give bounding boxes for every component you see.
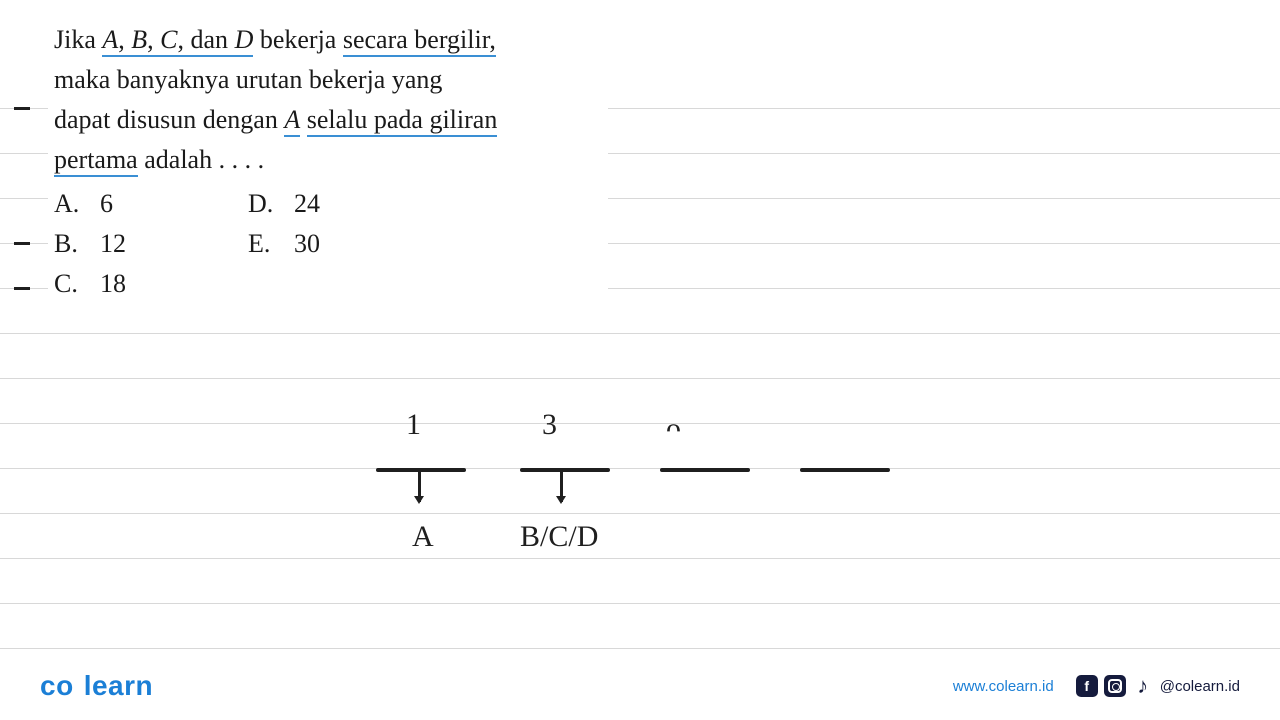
- option-letter: E.: [248, 224, 276, 264]
- option-c: C. 18: [54, 264, 126, 304]
- handwritten-number-1: 1: [406, 408, 421, 442]
- option-value: 12: [100, 224, 126, 264]
- option-letter: B.: [54, 224, 82, 264]
- option-b: B. 12: [54, 224, 126, 264]
- footer-right: www.colearn.id f ♪ @colearn.id: [953, 675, 1240, 697]
- options-left-column: A. 6 B. 12 C. 18: [54, 184, 126, 304]
- handwritten-label-bcd: B/C/D: [520, 520, 598, 554]
- handwritten-slot-3: [660, 468, 750, 472]
- option-letter: C.: [54, 264, 82, 304]
- handwritten-arrow-1: [418, 472, 421, 502]
- logo-co: co: [40, 670, 74, 701]
- colearn-logo: colearn: [40, 670, 153, 702]
- handwritten-extra-mark: ᴖ: [666, 412, 681, 446]
- social-block: f ♪ @colearn.id: [1076, 675, 1240, 697]
- site-url[interactable]: www.colearn.id: [953, 678, 1054, 695]
- option-value: 6: [100, 184, 113, 224]
- answer-options: A. 6 B. 12 C. 18 D. 24 E. 30: [54, 184, 602, 304]
- handwritten-slot-4: [800, 468, 890, 472]
- question-block: Jika A, B, C, dan D bekerja secara bergi…: [48, 18, 608, 310]
- option-e: E. 30: [248, 224, 320, 264]
- handwritten-slot-1: [376, 468, 466, 472]
- handwritten-label-a: A: [412, 520, 434, 554]
- option-a: A. 6: [54, 184, 126, 224]
- facebook-icon[interactable]: f: [1076, 675, 1098, 697]
- logo-learn: learn: [84, 670, 153, 701]
- social-handle[interactable]: @colearn.id: [1160, 678, 1240, 695]
- option-value: 18: [100, 264, 126, 304]
- option-d: D. 24: [248, 184, 320, 224]
- handwritten-number-3: 3: [542, 408, 557, 442]
- instagram-icon[interactable]: [1104, 675, 1126, 697]
- question-line-2: maka banyaknya urutan bekerja yang: [54, 60, 602, 100]
- option-letter: A.: [54, 184, 82, 224]
- footer: colearn www.colearn.id f ♪ @colearn.id: [0, 670, 1280, 702]
- option-value: 30: [294, 224, 320, 264]
- options-right-column: D. 24 E. 30: [248, 184, 320, 304]
- question-line-4: pertama adalah . . . .: [54, 140, 602, 180]
- option-value: 24: [294, 184, 320, 224]
- option-letter: D.: [248, 184, 276, 224]
- question-line-1: Jika A, B, C, dan D bekerja secara bergi…: [54, 20, 602, 60]
- handwritten-slot-2: [520, 468, 610, 472]
- question-line-3: dapat disusun dengan A selalu pada gilir…: [54, 100, 602, 140]
- tiktok-icon[interactable]: ♪: [1132, 675, 1154, 697]
- handwritten-arrow-2: [560, 472, 563, 502]
